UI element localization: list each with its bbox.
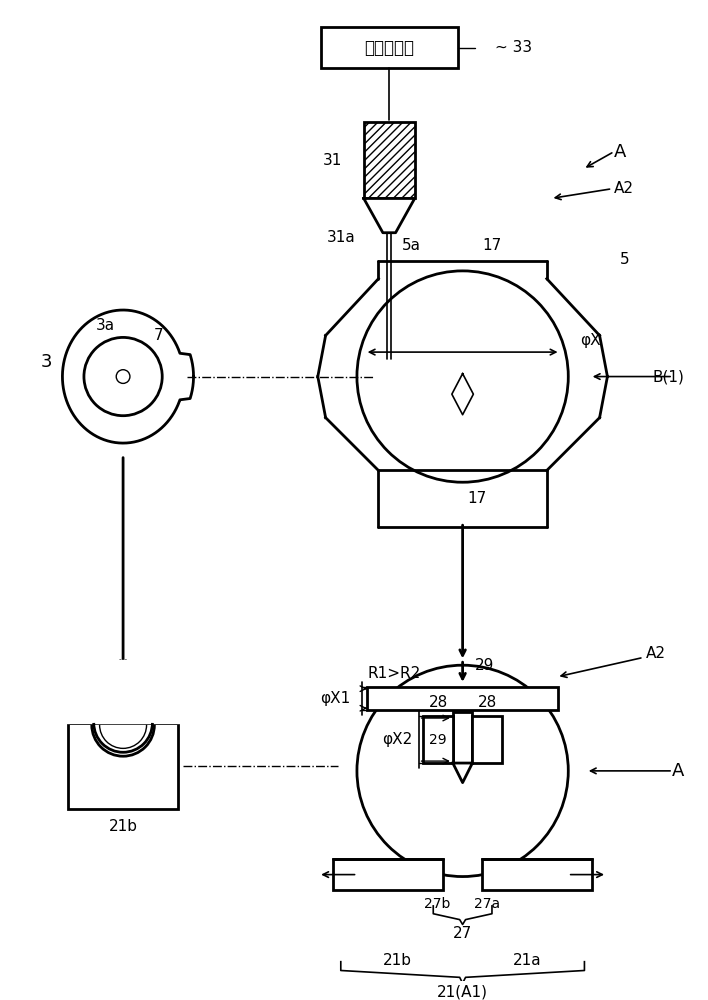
Text: 21(A1): 21(A1)	[437, 985, 488, 1000]
Polygon shape	[64, 660, 183, 723]
Text: 打入机构部: 打入机构部	[364, 39, 414, 57]
Text: 7: 7	[154, 328, 163, 343]
Text: 17: 17	[468, 491, 487, 506]
Text: 27b: 27b	[425, 897, 451, 911]
Text: 5: 5	[620, 252, 630, 267]
Bar	[68, 723, 178, 809]
Text: 31: 31	[323, 153, 342, 168]
Bar	[482, 859, 593, 890]
Text: 29: 29	[474, 658, 493, 673]
Polygon shape	[364, 198, 415, 233]
Text: 28: 28	[428, 695, 447, 710]
Text: 27: 27	[453, 926, 472, 941]
Text: A: A	[615, 143, 627, 161]
Text: 21b: 21b	[108, 819, 137, 834]
Bar	[423, 716, 453, 763]
Text: φX1: φX1	[320, 691, 350, 706]
Text: 29: 29	[429, 733, 447, 747]
Text: 27a: 27a	[474, 897, 501, 911]
Text: A: A	[673, 762, 685, 780]
Text: 25: 25	[144, 686, 164, 701]
Text: B(1): B(1)	[653, 369, 685, 384]
Text: 21b: 21b	[383, 953, 412, 968]
Text: φX2: φX2	[382, 732, 412, 747]
Text: 17: 17	[482, 238, 501, 253]
Text: 31a: 31a	[327, 230, 356, 245]
Polygon shape	[453, 763, 472, 783]
Text: ~ 33: ~ 33	[495, 40, 532, 55]
Text: A2: A2	[615, 181, 634, 196]
Bar	[364, 122, 415, 198]
Bar	[333, 859, 443, 890]
Text: A2: A2	[646, 646, 666, 661]
Bar	[472, 716, 502, 763]
Text: R1>R2: R1>R2	[368, 666, 421, 681]
Text: 28: 28	[477, 695, 497, 710]
Bar	[321, 27, 457, 68]
Text: 5a: 5a	[402, 238, 421, 253]
Text: 21a: 21a	[513, 953, 542, 968]
Bar	[367, 687, 558, 710]
Text: 3a: 3a	[96, 318, 115, 333]
Text: 3: 3	[41, 353, 52, 371]
Text: φX: φX	[580, 333, 600, 348]
Bar	[453, 712, 472, 763]
